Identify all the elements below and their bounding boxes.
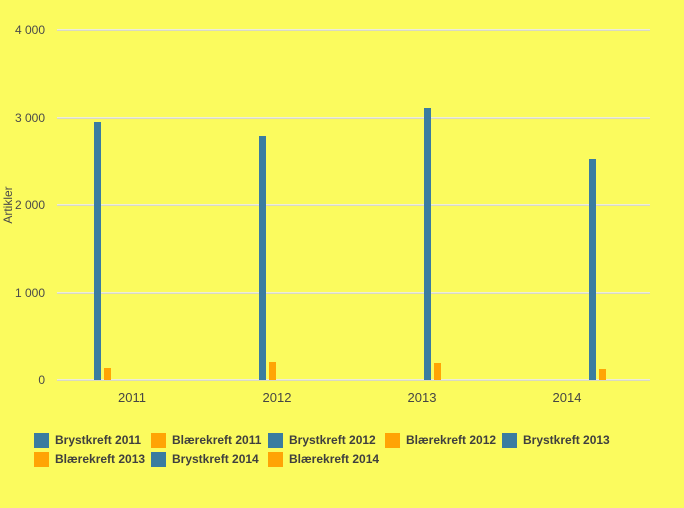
gridline <box>57 116 650 119</box>
legend-label: Blærekreft 2012 <box>406 433 497 447</box>
legend-item: Brystkreft 2012 <box>268 431 385 449</box>
gridline <box>57 379 650 381</box>
legend-item: Brystkreft 2013 <box>502 431 619 449</box>
legend-label: Blærekreft 2013 <box>55 452 146 466</box>
legend-swatch <box>268 432 283 448</box>
gridline <box>57 291 650 294</box>
legend-item: Blærekreft 2013 <box>34 450 151 468</box>
ytick-label: 1 000 <box>14 285 45 300</box>
legend-label: Blærekreft 2014 <box>289 452 380 466</box>
chart-legend: Brystkreft 2011 Blærekreft 2011 Brystkreft… <box>34 431 634 469</box>
bar-bl-rekreft-2011 <box>103 367 111 380</box>
bar-brystkreft-2014 <box>588 158 596 380</box>
legend-label: Brystkreft 2011 <box>55 433 142 447</box>
xtick-label: 2011 <box>118 390 146 405</box>
bar-brystkreft-2012 <box>258 135 266 380</box>
legend-item: Blærekreft 2012 <box>385 431 502 449</box>
xtick-label: 2014 <box>552 390 582 405</box>
legend-swatch <box>268 451 283 467</box>
bar-bl-rekreft-2014 <box>598 368 606 380</box>
bar-bl-rekreft-2012 <box>268 361 276 380</box>
legend-item: Brystkreft 2014 <box>151 450 268 468</box>
legend-swatch <box>385 432 400 448</box>
legend-swatch <box>151 432 166 448</box>
xtick-label: 2012 <box>262 390 292 405</box>
xtick-label: 2013 <box>407 390 437 405</box>
ytick-label: 3 000 <box>14 110 45 125</box>
legend-item: Brystkreft 2011 <box>34 431 151 449</box>
ytick-label: 2 000 <box>14 198 45 212</box>
bar-bl-rekreft-2013 <box>433 362 441 380</box>
legend-item: Blærekreft 2014 <box>268 450 385 468</box>
bar-brystkreft-2011 <box>93 121 101 380</box>
legend-label: Brystkreft 2013 <box>523 433 610 447</box>
legend-label: Blærekreft 2011 <box>172 433 262 447</box>
legend-swatch <box>151 451 166 467</box>
bar-brystkreft-2013 <box>423 107 431 380</box>
legend-swatch <box>502 432 517 448</box>
legend-item: Blærekreft 2011 <box>151 431 268 449</box>
gridline <box>57 29 650 31</box>
legend-label: Brystkreft 2012 <box>289 433 376 447</box>
legend-swatch <box>34 432 49 448</box>
legend-label: Brystkreft 2014 <box>172 452 259 466</box>
gridline <box>57 204 650 206</box>
ytick-label: 4 000 <box>14 23 45 37</box>
legend-swatch <box>34 451 49 467</box>
ytick-label: 0 <box>38 373 45 387</box>
